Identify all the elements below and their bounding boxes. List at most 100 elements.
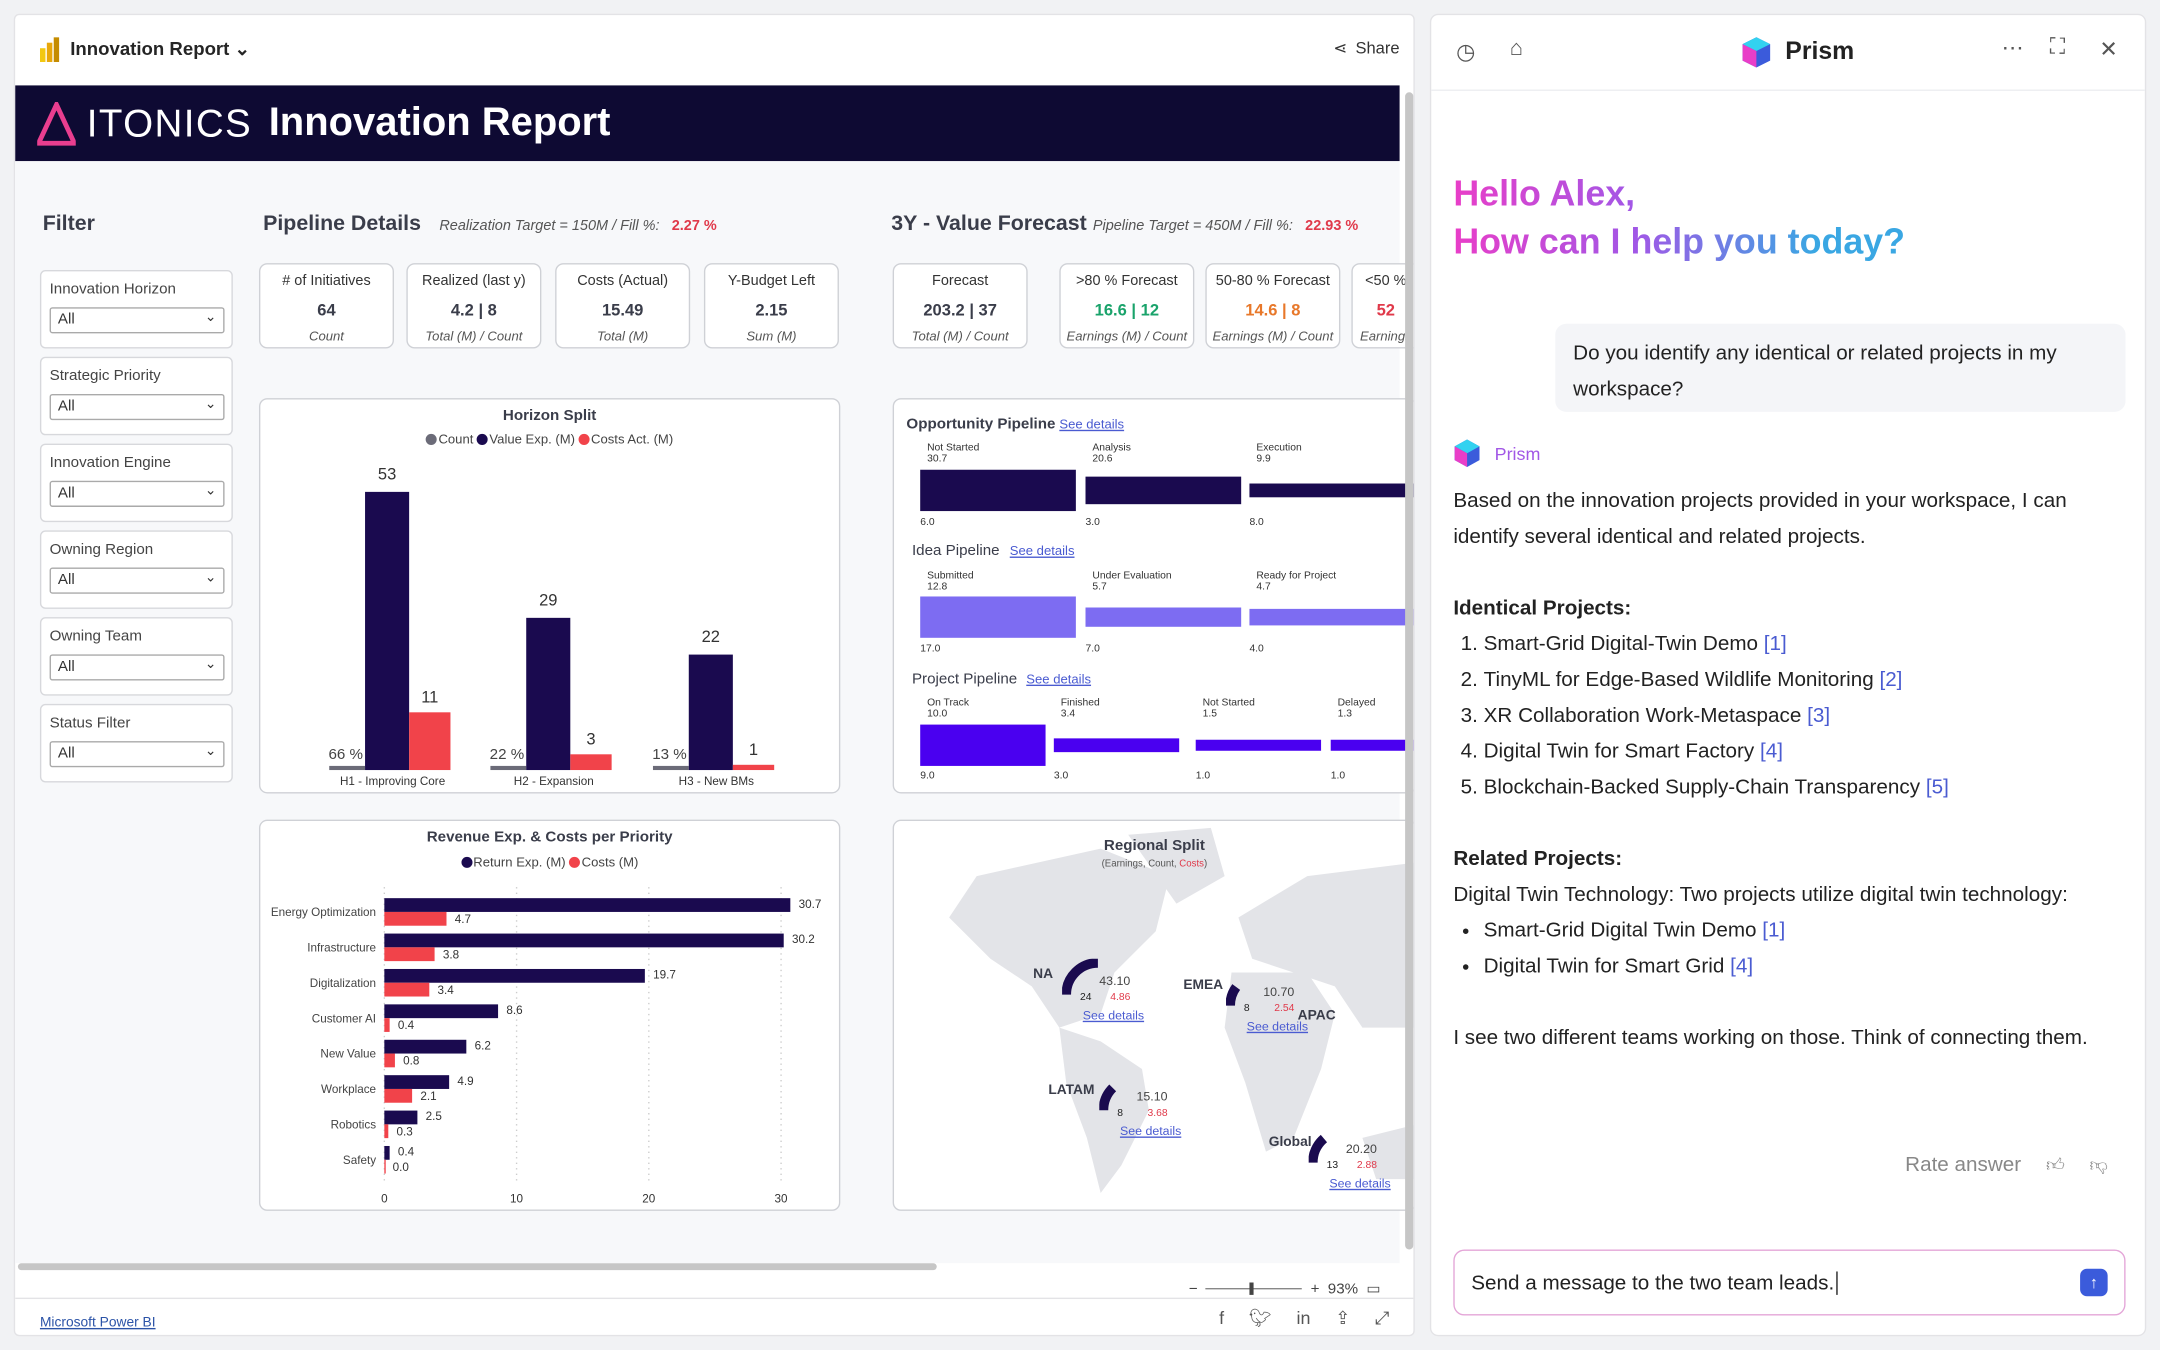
see-details-link[interactable]: See details bbox=[1059, 417, 1125, 433]
prism-logo-icon bbox=[1742, 37, 1771, 68]
kpi-value: 203.2 | 37 bbox=[923, 300, 997, 320]
filter-dropdown[interactable]: All ⌄ bbox=[49, 654, 225, 681]
message-input[interactable]: Send a message to the two team leads. ↑ bbox=[1453, 1249, 2126, 1316]
microsoft-power-bi-link[interactable]: Microsoft Power BI bbox=[39, 1315, 156, 1331]
filter-dropdown[interactable]: All ⌄ bbox=[49, 480, 225, 507]
see-details-link[interactable]: See details bbox=[1246, 1019, 1309, 1034]
region-gauge bbox=[1308, 1134, 1328, 1163]
prism-avatar-icon bbox=[1454, 439, 1480, 467]
reference-link[interactable]: [1] bbox=[1763, 632, 1787, 656]
earnings-arc bbox=[1062, 958, 1099, 995]
list-item: XR Collaboration Work-Metaspace [3] bbox=[1484, 698, 2129, 734]
legend-item: Count bbox=[438, 432, 474, 448]
revenue-costs-chart: 0 10 20 30 Energy Optimization 30.7 4.7 Infrast… bbox=[258, 819, 841, 1211]
chevron-down-icon: ⌄ bbox=[234, 38, 251, 60]
cost-label: 4.7 bbox=[455, 913, 471, 926]
export-icon[interactable]: ⇪ bbox=[1335, 1307, 1351, 1328]
realization-fill: 2.27 % bbox=[671, 217, 717, 235]
see-details-link[interactable]: See details bbox=[1082, 1008, 1145, 1023]
return-label: 19.7 bbox=[653, 969, 676, 982]
stage-count: 4.0 bbox=[1249, 641, 1264, 655]
close-icon[interactable]: ✕ bbox=[2099, 38, 2118, 62]
kpi-subtitle: Count bbox=[309, 329, 344, 345]
region-name: NA bbox=[1033, 967, 1054, 983]
stage-name: Under Evaluation bbox=[1092, 568, 1172, 582]
home-icon[interactable]: ⌂ bbox=[1509, 37, 1524, 61]
cost-bar bbox=[384, 1159, 386, 1174]
cost-label: 3.8 bbox=[443, 948, 459, 961]
identical-title: Identical Projects: bbox=[1453, 596, 1632, 620]
filter-3: Owning Region All ⌄ bbox=[39, 530, 233, 609]
see-details-link[interactable]: See details bbox=[1119, 1124, 1182, 1138]
filter-label: Innovation Horizon bbox=[49, 281, 176, 298]
report-title-dropdown[interactable]: Innovation Report ⌄ bbox=[70, 39, 250, 61]
expand-icon[interactable]: ⤢ bbox=[1375, 1307, 1390, 1328]
twitter-icon[interactable]: 🐦︎ bbox=[1248, 1307, 1272, 1328]
chat-title: Prism bbox=[1785, 37, 1855, 65]
stage-bar bbox=[1195, 739, 1322, 751]
filter-4: Owning Team All ⌄ bbox=[39, 617, 233, 696]
reference-link[interactable]: [5] bbox=[1925, 775, 1949, 799]
linkedin-icon[interactable]: in bbox=[1296, 1307, 1311, 1328]
region-count: 13 bbox=[1326, 1158, 1339, 1171]
filter-label: Owning Team bbox=[49, 628, 142, 645]
project-name: Blockchain-Backed Supply-Chain Transpare… bbox=[1483, 775, 1921, 799]
vertical-scrollbar[interactable] bbox=[1405, 92, 1414, 1250]
horizontal-scrollbar[interactable] bbox=[17, 1263, 937, 1271]
filter-value: All bbox=[57, 571, 75, 589]
send-button[interactable]: ↑ bbox=[2080, 1268, 2108, 1297]
stage-value: 4.7 bbox=[1256, 579, 1271, 593]
cost-label: 0.0 bbox=[393, 1161, 410, 1174]
reference-link[interactable]: [3] bbox=[1807, 703, 1831, 728]
return-label: 8.6 bbox=[506, 1004, 522, 1017]
see-details-link[interactable]: See details bbox=[1026, 672, 1092, 688]
chevron-down-icon: ⌄ bbox=[204, 743, 217, 760]
thumbs-up-icon[interactable]: 👍︎ bbox=[2045, 1153, 2065, 1175]
share-button[interactable]: ⋖ Share bbox=[1333, 39, 1399, 58]
stage-bar bbox=[920, 469, 1076, 512]
world-map bbox=[949, 827, 1414, 1193]
zoom-in-button[interactable]: + bbox=[1310, 1280, 1320, 1297]
chart-title: Revenue Exp. & Costs per Priority bbox=[426, 829, 673, 846]
kpi-subtitle: Earnings (M) / Count bbox=[1212, 329, 1334, 345]
reference-link[interactable]: [4] bbox=[1730, 954, 1754, 979]
chevron-down-icon: ⌄ bbox=[204, 396, 217, 412]
zoom-out-button[interactable]: − bbox=[1188, 1280, 1198, 1297]
fit-page-icon[interactable]: ▭ bbox=[1366, 1281, 1381, 1298]
greeting-line: How can I help you today? bbox=[1453, 220, 1906, 262]
list-item: Digital Twin for Smart Grid [4] bbox=[1484, 949, 2129, 985]
region-count: 8 bbox=[1243, 1001, 1250, 1014]
filter-dropdown[interactable]: All ⌄ bbox=[49, 393, 225, 421]
filter-dropdown[interactable]: All ⌄ bbox=[49, 567, 225, 594]
stage-bar bbox=[1330, 739, 1414, 751]
see-details-link[interactable]: See details bbox=[1009, 544, 1075, 560]
see-details-link[interactable]: See details bbox=[1329, 1176, 1391, 1191]
filter-dropdown[interactable]: All ⌄ bbox=[49, 307, 225, 334]
forecast-header: 3Y - Value Forecast Pipeline Target = 45… bbox=[891, 212, 1358, 237]
cost-label: 2.1 bbox=[420, 1090, 436, 1103]
prism-chat-panel: ◷ ⌂ Prism ⋯ ⛶ ✕ Hello Alex, How can I hel… bbox=[1429, 13, 2147, 1337]
return-label: 4.9 bbox=[457, 1075, 473, 1088]
return-bar bbox=[384, 1075, 450, 1089]
history-icon[interactable]: ◷ bbox=[1456, 41, 1476, 65]
fullscreen-icon[interactable]: ⛶ bbox=[2049, 35, 2066, 60]
project-name: Digital Twin for Smart Factory bbox=[1483, 739, 1755, 764]
return-bar bbox=[384, 933, 784, 948]
reference-link[interactable]: [1] bbox=[1762, 918, 1786, 943]
reference-link[interactable]: [4] bbox=[1759, 739, 1783, 764]
stage-value: 12.8 bbox=[927, 579, 948, 593]
kpi-subtitle: Earnings bbox=[1359, 329, 1412, 345]
thumbs-down-icon[interactable]: 👎︎ bbox=[2089, 1153, 2108, 1175]
cost-label: 1 bbox=[749, 740, 758, 759]
cost-label: 3.4 bbox=[438, 984, 455, 997]
cost-label: 11 bbox=[421, 688, 438, 707]
facebook-icon[interactable]: f bbox=[1219, 1307, 1225, 1328]
zoom-slider[interactable] bbox=[1205, 1282, 1303, 1295]
more-options-icon[interactable]: ⋯ bbox=[2001, 37, 2024, 61]
filter-value: All bbox=[57, 484, 75, 502]
value-bar bbox=[365, 491, 410, 771]
report-banner: ITONICS Innovation Report bbox=[15, 85, 1400, 162]
filter-dropdown[interactable]: All ⌄ bbox=[49, 741, 225, 768]
reference-link[interactable]: [2] bbox=[1879, 668, 1903, 692]
region-earnings: 20.20 bbox=[1345, 1141, 1377, 1156]
